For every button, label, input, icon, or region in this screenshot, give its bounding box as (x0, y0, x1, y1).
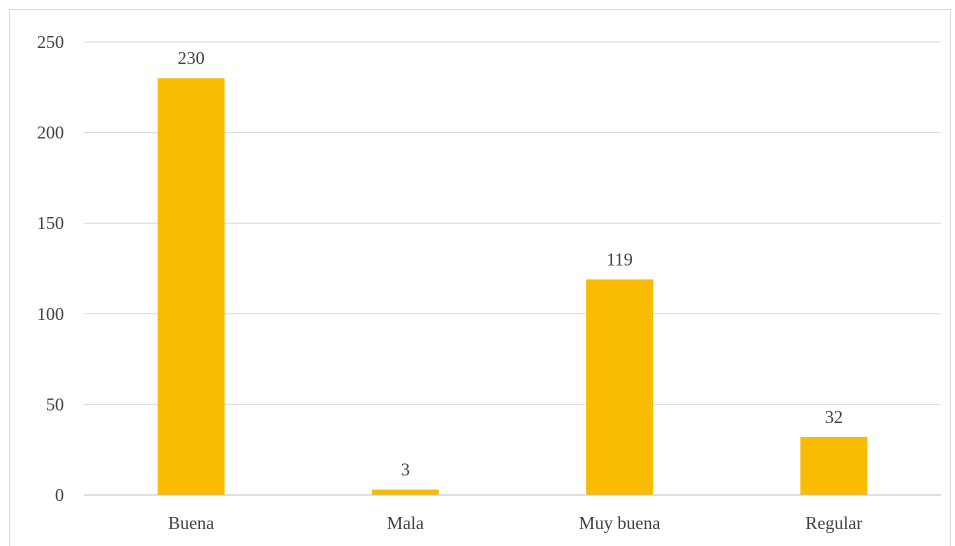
x-tick-label: Mala (387, 513, 424, 533)
gridlines (84, 41, 941, 405)
y-tick-label: 50 (46, 394, 64, 414)
data-label: 119 (606, 249, 632, 269)
y-tick-label: 250 (37, 32, 64, 52)
bar (800, 437, 868, 495)
data-label: 230 (178, 48, 205, 68)
bar (157, 78, 225, 496)
bar (371, 489, 439, 495)
data-label: 3 (401, 460, 410, 480)
x-axis-tick-labels: Buena Mala Muy buena Regular (168, 513, 862, 533)
bar (586, 279, 654, 495)
y-tick-label: 100 (37, 304, 64, 324)
y-tick-label: 0 (55, 485, 64, 505)
x-tick-label: Buena (168, 513, 214, 533)
data-label: 32 (825, 407, 843, 427)
bars (157, 78, 868, 496)
x-tick-label: Muy buena (579, 513, 660, 533)
data-labels: 230 3 119 32 (178, 48, 843, 479)
y-tick-label: 200 (37, 123, 64, 143)
x-tick-label: Regular (805, 513, 862, 533)
y-tick-label: 150 (37, 213, 64, 233)
y-axis-tick-labels: 0 50 100 150 200 250 (37, 32, 64, 505)
